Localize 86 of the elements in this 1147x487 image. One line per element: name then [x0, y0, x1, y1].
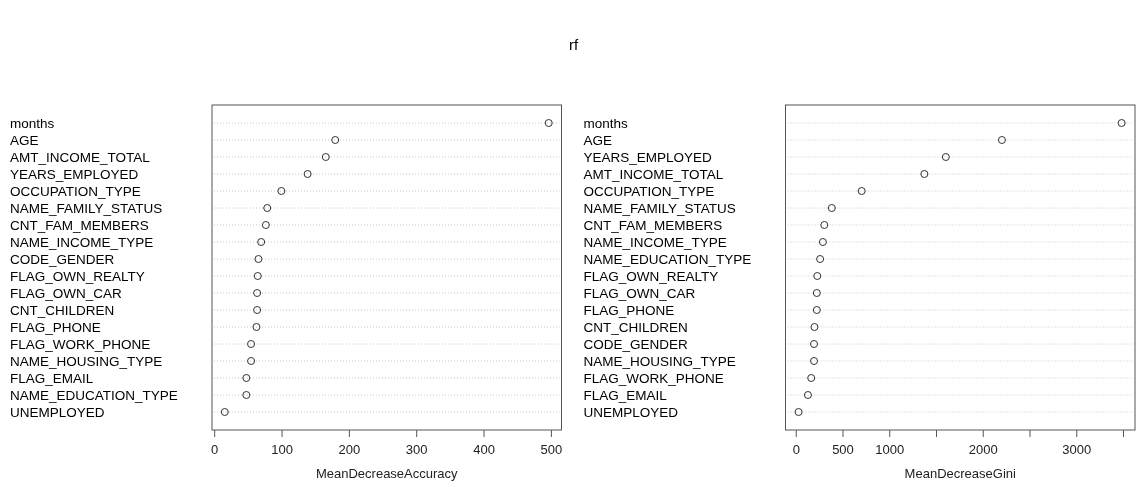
x-tick-label: 0	[211, 442, 219, 457]
point	[252, 323, 261, 331]
y-tick-label: FLAG_OWN_CAR	[10, 285, 123, 301]
point	[818, 238, 827, 246]
point	[941, 153, 950, 161]
x-tick-label: 1000	[875, 442, 905, 457]
point	[920, 170, 929, 178]
y-tick-label: FLAG_EMAIL	[10, 370, 94, 386]
point	[807, 374, 816, 382]
y-tick-label: NAME_FAMILY_STATUS	[10, 200, 163, 216]
point	[261, 221, 270, 229]
y-tick-label: UNEMPLOYED	[10, 404, 105, 420]
y-tick-label: NAME_INCOME_TYPE	[10, 234, 154, 250]
point	[257, 238, 266, 246]
point	[1117, 119, 1126, 127]
y-tick-label: CNT_CHILDREN	[10, 302, 115, 318]
point	[321, 153, 330, 161]
x-tick-label: 300	[405, 442, 428, 457]
y-tick-label: YEARS_EMPLOYED	[10, 166, 139, 182]
x-tick-label: 500	[832, 442, 854, 457]
x-tick-label: 400	[473, 442, 495, 457]
point	[242, 374, 251, 382]
y-tick-label: CNT_FAM_MEMBERS	[583, 217, 723, 233]
point	[263, 204, 272, 212]
y-tick-label: CODE_GENDER	[10, 251, 115, 267]
point	[827, 204, 836, 212]
y-tick-label: CNT_FAM_MEMBERS	[10, 217, 149, 233]
y-tick-label: OCCUPATION_TYPE	[10, 183, 141, 199]
point	[277, 187, 286, 195]
y-tick-label: NAME_INCOME_TYPE	[583, 234, 727, 250]
y-tick-label: NAME_HOUSING_TYPE	[10, 353, 163, 369]
chart-title: rf	[568, 36, 579, 53]
y-tick-label: FLAG_OWN_REALTY	[10, 268, 145, 284]
x-tick-label: 200	[338, 442, 361, 457]
y-tick-label: months	[583, 115, 629, 131]
y-tick-label: FLAG_OWN_REALTY	[583, 268, 719, 284]
y-tick-label: NAME_EDUCATION_TYPE	[583, 251, 752, 267]
point	[253, 289, 262, 297]
point	[812, 306, 821, 314]
point	[303, 170, 312, 178]
y-tick-label: YEARS_EMPLOYED	[583, 149, 713, 165]
y-tick-label: OCCUPATION_TYPE	[583, 183, 715, 199]
point	[810, 323, 819, 331]
point	[247, 357, 256, 365]
point	[242, 391, 251, 399]
point	[816, 255, 825, 263]
y-tick-label: FLAG_WORK_PHONE	[583, 370, 724, 386]
y-tick-label: CNT_CHILDREN	[583, 319, 688, 335]
point	[247, 340, 256, 348]
x-tick-label: 2000	[968, 442, 998, 457]
point	[812, 289, 821, 297]
point	[810, 340, 819, 348]
point	[331, 136, 340, 144]
y-tick-label: UNEMPLOYED	[583, 404, 679, 420]
y-tick-label: NAME_HOUSING_TYPE	[583, 353, 736, 369]
y-tick-label: NAME_EDUCATION_TYPE	[10, 387, 178, 403]
point	[857, 187, 866, 195]
point	[253, 306, 262, 314]
point	[253, 272, 262, 280]
y-tick-label: FLAG_WORK_PHONE	[10, 336, 151, 352]
point	[254, 255, 263, 263]
y-tick-label: AMT_INCOME_TOTAL	[583, 166, 724, 182]
x-tick-label: 0	[792, 442, 800, 457]
y-tick-label: FLAG_PHONE	[583, 302, 675, 318]
y-tick-label: FLAG_OWN_CAR	[583, 285, 696, 301]
y-tick-label: AGE	[583, 132, 613, 148]
point	[544, 119, 553, 127]
y-tick-label: months	[10, 115, 55, 131]
y-tick-label: FLAG_EMAIL	[583, 387, 668, 403]
point	[803, 391, 812, 399]
x-axis-title: MeanDecreaseAccuracy	[315, 466, 459, 481]
x-tick-label: 3000	[1062, 442, 1092, 457]
y-tick-label: NAME_FAMILY_STATUS	[583, 200, 736, 216]
point	[810, 357, 819, 365]
point	[794, 408, 803, 416]
point	[813, 272, 822, 280]
x-axis-title: MeanDecreaseGini	[904, 466, 1016, 481]
y-tick-label: FLAG_PHONE	[10, 319, 101, 335]
y-tick-label: CODE_GENDER	[583, 336, 689, 352]
y-tick-label: AMT_INCOME_TOTAL	[10, 149, 151, 165]
y-tick-label: AGE	[10, 132, 39, 148]
point	[220, 408, 229, 416]
point	[820, 221, 829, 229]
x-tick-label: 500	[540, 442, 563, 457]
x-tick-label: 100	[271, 442, 293, 457]
point	[997, 136, 1006, 144]
